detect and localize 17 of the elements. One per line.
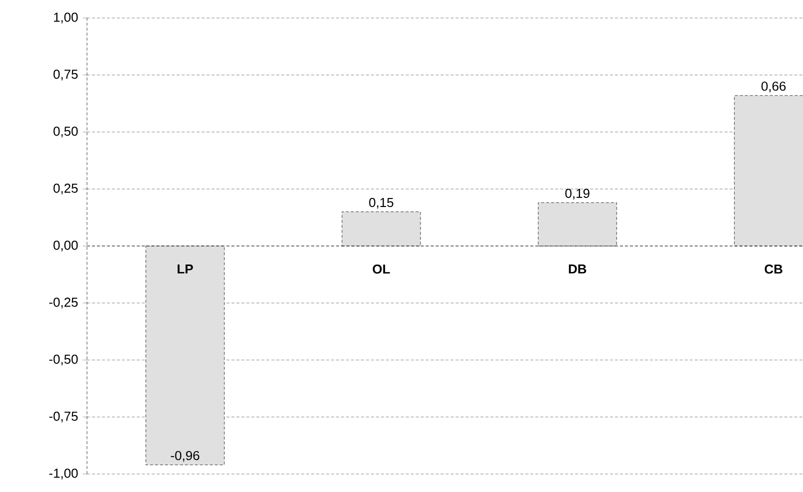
data-label: 0,15 xyxy=(369,198,394,209)
x-tick-label: LP xyxy=(178,264,193,274)
x-tick-label: DB xyxy=(568,264,586,274)
y-tick-label: 0,50 xyxy=(54,126,78,138)
y-tick-label: -0,25 xyxy=(49,298,78,308)
x-tick-label: OL xyxy=(372,264,390,274)
y-tick-label: 0,75 xyxy=(54,70,78,80)
data-label: -0,96 xyxy=(170,450,200,462)
y-tick-label: 1,00 xyxy=(54,12,78,24)
data-label: 0,19 xyxy=(565,188,590,200)
y-tick-label: 0,25 xyxy=(54,184,78,194)
y-tick-label: -0,75 xyxy=(49,412,78,422)
y-tick-label: 0,00 xyxy=(54,240,78,252)
x-tick-label: CB xyxy=(764,264,782,274)
data-label: 0,66 xyxy=(761,82,786,92)
y-tick-label: -1,00 xyxy=(49,468,78,480)
y-tick-label: -0,50 xyxy=(49,354,78,366)
